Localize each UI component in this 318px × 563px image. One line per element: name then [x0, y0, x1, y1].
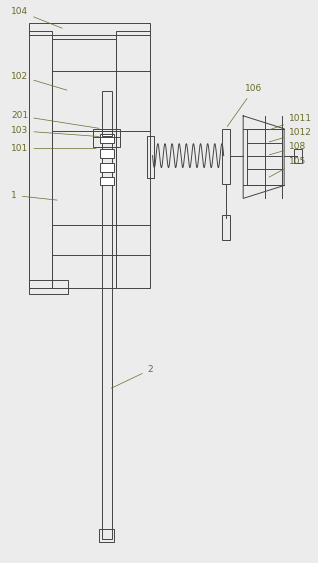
- Bar: [52, 39, 116, 288]
- Bar: [247, 129, 282, 185]
- Bar: [29, 23, 149, 35]
- Text: 102: 102: [11, 72, 67, 90]
- Text: 103: 103: [11, 126, 99, 136]
- Bar: [100, 134, 114, 142]
- Text: 2: 2: [111, 365, 153, 388]
- Text: 104: 104: [11, 7, 62, 28]
- Bar: [100, 149, 114, 158]
- Text: 1012: 1012: [269, 128, 312, 142]
- Text: 108: 108: [269, 142, 306, 155]
- Bar: [102, 91, 112, 136]
- Bar: [147, 136, 155, 177]
- Bar: [100, 177, 114, 185]
- Bar: [222, 129, 230, 185]
- Bar: [222, 215, 230, 240]
- Bar: [93, 129, 120, 147]
- Bar: [116, 31, 149, 288]
- Text: 201: 201: [11, 111, 99, 128]
- Text: 105: 105: [269, 157, 306, 177]
- Bar: [102, 131, 112, 539]
- Bar: [100, 163, 114, 172]
- Text: 1011: 1011: [269, 114, 312, 130]
- Text: 106: 106: [227, 84, 262, 127]
- Bar: [29, 280, 68, 294]
- Text: 1: 1: [11, 191, 57, 200]
- Bar: [294, 149, 302, 163]
- Text: 101: 101: [11, 144, 96, 153]
- Bar: [29, 31, 52, 288]
- Bar: [99, 529, 114, 542]
